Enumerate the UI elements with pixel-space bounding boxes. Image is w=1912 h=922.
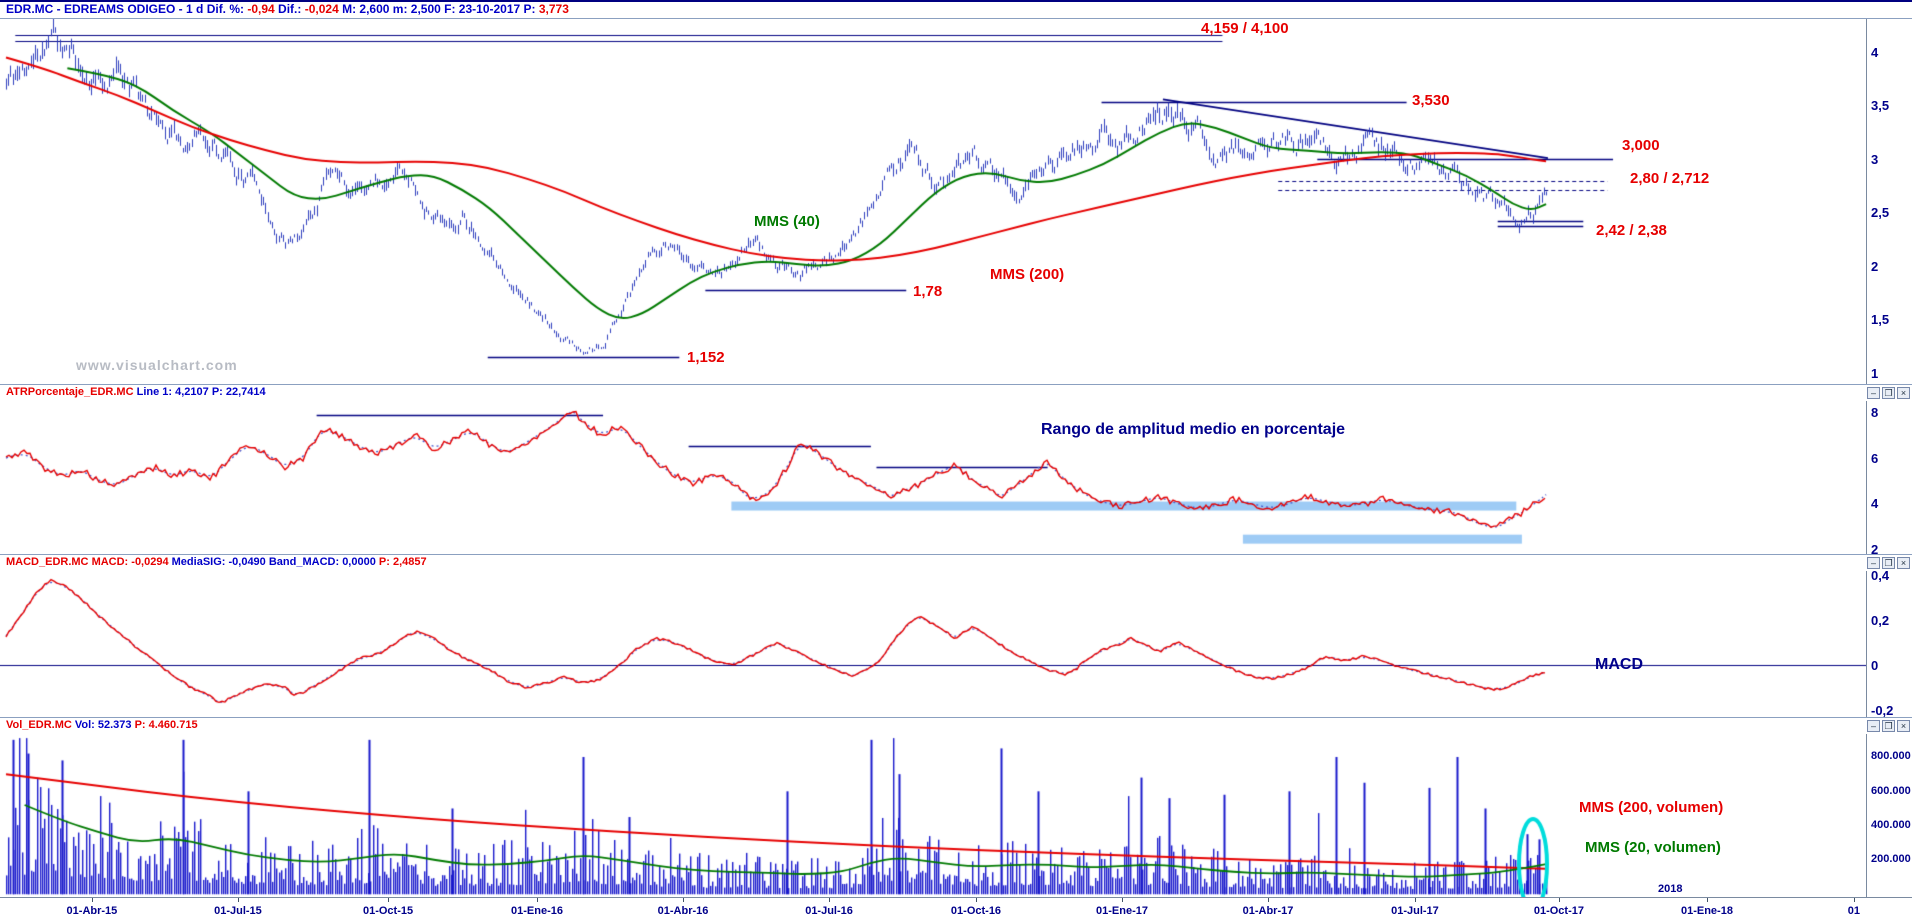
y-axis-label: 0,2 — [1871, 612, 1890, 628]
x-axis-label: 01 — [1847, 905, 1861, 917]
x-axis-label: 01-Ene-18 — [1680, 905, 1733, 917]
x-axis-label: 01-Abr-15 — [66, 905, 118, 917]
x-axis-tick — [1414, 898, 1416, 902]
y-axis-label: 1 — [1871, 365, 1879, 381]
x-axis-label: 01-Jul-17 — [1391, 905, 1439, 917]
y-axis-label: 0,4 — [1871, 571, 1890, 583]
minimize-button[interactable]: – — [1867, 557, 1880, 569]
x-axis-tick — [91, 898, 93, 902]
macd-indicator-name: MACD_EDR.MC — [6, 556, 92, 568]
x-axis-label: 01-Abr-17 — [1242, 905, 1294, 917]
y-axis-label: 8 — [1871, 404, 1879, 420]
x-axis-label: 01-Oct-16 — [950, 905, 1002, 917]
dif-pct-value: -0,94 — [247, 2, 275, 16]
dif-value: -0,024 — [304, 2, 339, 16]
x-axis-label: 01-Oct-15 — [362, 905, 414, 917]
y-axis-label: 2,5 — [1871, 205, 1890, 221]
volume-panel-header: Vol_EDR.MC Vol: 52.373 P: 4.460.715 – ❐ … — [0, 717, 1912, 734]
x-axis-tick — [237, 898, 239, 902]
close-button[interactable]: × — [1897, 720, 1910, 732]
volume-panel: MMS (200, volumen) MMS (20, volumen) 2018 … — [0, 734, 1912, 897]
macd-panel: MACD 0,4 0,2 0 -0,2 — [0, 571, 1912, 717]
macd-chart-canvas[interactable] — [0, 571, 1866, 717]
volume-chart-canvas[interactable] — [0, 734, 1866, 897]
close-button[interactable]: × — [1897, 557, 1910, 569]
atr-line-value: Line 1: 4,2107 — [136, 386, 212, 398]
macd-period-value: P: 2,4857 — [378, 556, 427, 568]
volume-window-controls: – ❐ × — [1867, 720, 1910, 732]
instrument-title: EDR.MC - EDREAMS ODIGEO - 1 d — [6, 2, 207, 16]
atr-chart-canvas[interactable] — [0, 401, 1866, 554]
x-axis-label: 01-Jul-16 — [805, 905, 853, 917]
x-axis-tick — [388, 898, 390, 902]
atr-panel-header: ATRPorcentaje_EDR.MC Line 1: 4,2107 P: 2… — [0, 384, 1912, 401]
mediasig-value: MediaSIG: -0,0490 — [171, 556, 269, 568]
x-axis-label: 01-Oct-17 — [1533, 905, 1584, 917]
time-axis[interactable]: 01-Abr-15 01-Jul-15 01-Oct-15 01-Ene-16 01-A… — [0, 897, 1912, 922]
minimize-button[interactable]: – — [1867, 720, 1880, 732]
x-axis-tick — [1268, 898, 1269, 902]
close-button[interactable]: × — [1897, 387, 1910, 399]
y-axis-label: 6 — [1871, 450, 1879, 466]
price-panel: www.visualchart.com MMS (40)MMS (200)4,1… — [0, 19, 1912, 384]
y-axis-label: 2 — [1871, 541, 1879, 554]
y-axis-label: 0 — [1871, 657, 1879, 673]
x-axis-tick — [1558, 898, 1560, 902]
macd-y-axis[interactable]: 0,4 0,2 0 -0,2 — [1866, 571, 1912, 717]
y-axis-label: 200.000 — [1871, 853, 1911, 866]
price-panel-header: EDR.MC - EDREAMS ODIGEO - 1 d Dif. %: -0… — [0, 2, 1912, 19]
atr-y-axis[interactable]: 8 6 4 2 — [1866, 401, 1912, 554]
y-axis-label: 600.000 — [1871, 784, 1911, 797]
x-axis-label: 01-Abr-16 — [657, 905, 709, 917]
y-axis-label: -0,2 — [1871, 702, 1894, 717]
vol-period-value: P: 4.460.715 — [134, 719, 198, 731]
x-axis-tick — [975, 898, 977, 902]
last-price-value: 3,773 — [538, 2, 569, 16]
atr-period-value: P: 22,7414 — [211, 386, 266, 398]
x-axis-tick — [1853, 898, 1855, 902]
y-axis-label: 1,5 — [1871, 312, 1890, 328]
macd-value: MACD: -0,0294 — [91, 556, 172, 568]
atr-indicator-name: ATRPorcentaje_EDR.MC — [6, 386, 137, 398]
x-axis-tick — [829, 898, 831, 902]
x-axis-tick — [537, 898, 539, 902]
y-axis-label: 800.000 — [1871, 750, 1911, 763]
y-axis-label: 2 — [1871, 258, 1879, 274]
x-axis-label: 01-Ene-16 — [511, 905, 564, 917]
x-axis-label: 01-Ene-17 — [1096, 905, 1148, 917]
dif-label: Dif.: — [274, 2, 305, 16]
atr-window-controls: – ❐ × — [1867, 387, 1910, 399]
x-axis-tick — [1122, 898, 1123, 902]
x-axis-tick — [683, 898, 685, 902]
minimize-button[interactable]: – — [1867, 387, 1880, 399]
band-macd-value: Band_MACD: 0,0000 — [268, 556, 379, 568]
last-price-label: P: — [523, 2, 539, 16]
y-axis-label: 4 — [1871, 44, 1879, 60]
vol-value: Vol: 52.373 — [74, 719, 135, 731]
price-y-axis[interactable]: 4 3,5 3 2,5 2 1,5 1 — [1866, 19, 1912, 384]
y-axis-label: 4 — [1871, 496, 1879, 512]
dif-pct-label: Dif. %: — [206, 2, 248, 16]
x-axis-label: 01-Jul-15 — [214, 905, 262, 917]
session-stats: M: 2,600 m: 2,500 F: 23-10-2017 — [338, 2, 524, 16]
y-axis-label: 3 — [1871, 151, 1879, 167]
y-axis-label: 3,5 — [1871, 98, 1890, 114]
macd-panel-header: MACD_EDR.MC MACD: -0,0294 MediaSIG: -0,0… — [0, 554, 1912, 571]
y-axis-label: 400.000 — [1871, 819, 1911, 832]
vol-indicator-name: Vol_EDR.MC — [6, 719, 75, 731]
restore-button[interactable]: ❐ — [1882, 720, 1895, 732]
macd-window-controls: – ❐ × — [1867, 557, 1910, 569]
restore-button[interactable]: ❐ — [1882, 387, 1895, 399]
price-chart-canvas[interactable] — [0, 19, 1866, 384]
restore-button[interactable]: ❐ — [1882, 557, 1895, 569]
volume-y-axis[interactable]: 800.000 600.000 400.000 200.000 — [1866, 734, 1912, 897]
x-axis-tick — [1706, 898, 1708, 902]
